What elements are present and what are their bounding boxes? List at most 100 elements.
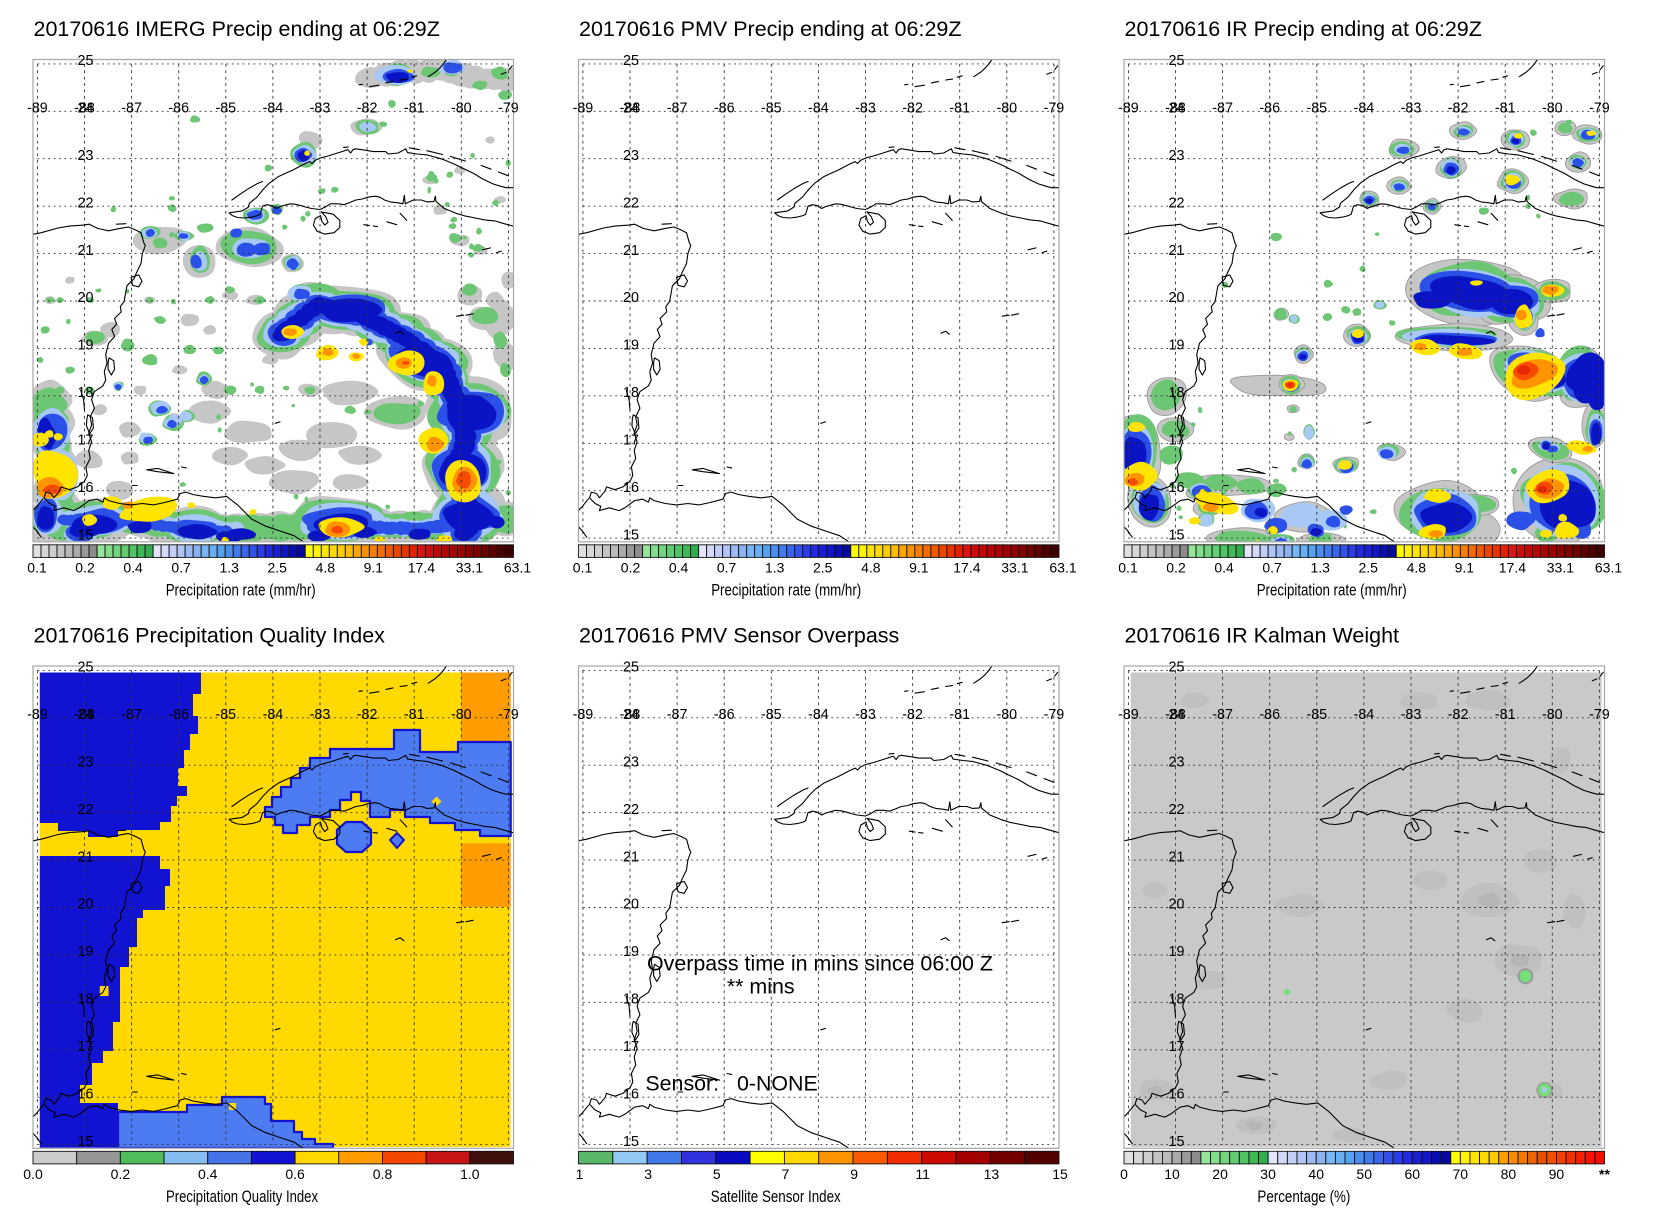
svg-text:9.1: 9.1 xyxy=(909,559,929,575)
svg-text:21: 21 xyxy=(78,243,94,259)
svg-text:25: 25 xyxy=(623,660,639,676)
svg-text:-86: -86 xyxy=(714,707,735,723)
svg-text:-84: -84 xyxy=(263,101,284,117)
svg-text:5: 5 xyxy=(713,1166,721,1182)
svg-text:-84: -84 xyxy=(1354,707,1375,723)
svg-text:0.4: 0.4 xyxy=(1214,559,1234,575)
svg-text:20: 20 xyxy=(1169,897,1185,913)
svg-text:4.8: 4.8 xyxy=(861,559,881,575)
svg-text:20170616 IMERG Precip ending a: 20170616 IMERG Precip ending at 06:29Z xyxy=(34,17,440,41)
svg-text:-83: -83 xyxy=(1401,707,1422,723)
svg-text:0.0: 0.0 xyxy=(23,1166,43,1182)
svg-text:18: 18 xyxy=(623,992,639,1008)
svg-text:1.3: 1.3 xyxy=(765,559,785,575)
svg-text:15: 15 xyxy=(1169,527,1185,543)
svg-text:0.4: 0.4 xyxy=(198,1166,218,1182)
svg-text:-83: -83 xyxy=(1401,101,1422,117)
svg-text:-81: -81 xyxy=(1495,101,1516,117)
svg-text:10: 10 xyxy=(1164,1166,1180,1182)
svg-text:-88: -88 xyxy=(1165,101,1186,117)
svg-text:50: 50 xyxy=(1356,1166,1372,1182)
svg-text:17.4: 17.4 xyxy=(953,559,980,575)
svg-text:-83: -83 xyxy=(310,101,331,117)
svg-text:-85: -85 xyxy=(215,707,236,723)
svg-text:13: 13 xyxy=(984,1166,1000,1182)
svg-text:-89: -89 xyxy=(27,707,48,723)
svg-text:23: 23 xyxy=(623,754,639,770)
svg-text:-86: -86 xyxy=(168,101,189,117)
svg-text:63.1: 63.1 xyxy=(1049,559,1076,575)
svg-text:22: 22 xyxy=(78,195,94,211)
svg-text:19: 19 xyxy=(623,338,639,354)
svg-text:-85: -85 xyxy=(761,707,782,723)
svg-text:33.1: 33.1 xyxy=(456,559,483,575)
svg-text:33.1: 33.1 xyxy=(1001,559,1028,575)
svg-text:-88: -88 xyxy=(620,101,641,117)
svg-text:23: 23 xyxy=(1169,148,1185,164)
svg-text:0.7: 0.7 xyxy=(717,559,737,575)
svg-text:-80: -80 xyxy=(451,101,472,117)
svg-text:19: 19 xyxy=(78,944,94,960)
svg-text:-83: -83 xyxy=(855,101,876,117)
svg-text:1.0: 1.0 xyxy=(460,1166,480,1182)
svg-text:20: 20 xyxy=(623,290,639,306)
svg-text:24: 24 xyxy=(1169,101,1185,117)
svg-text:0.8: 0.8 xyxy=(373,1166,393,1182)
svg-text:22: 22 xyxy=(1169,195,1185,211)
svg-text:0.2: 0.2 xyxy=(75,559,95,575)
svg-text:15: 15 xyxy=(623,527,639,543)
svg-text:18: 18 xyxy=(623,385,639,401)
svg-text:-87: -87 xyxy=(1212,707,1233,723)
svg-text:-84: -84 xyxy=(808,101,829,117)
svg-text:Precipitation rate (mm/hr): Precipitation rate (mm/hr) xyxy=(711,582,861,600)
svg-text:0.1: 0.1 xyxy=(1118,559,1138,575)
svg-text:15: 15 xyxy=(78,1134,94,1150)
svg-text:20: 20 xyxy=(1169,290,1185,306)
svg-text:2.5: 2.5 xyxy=(1358,559,1378,575)
svg-text:11: 11 xyxy=(915,1166,930,1182)
svg-text:20170616 IR Precip ending at 0: 20170616 IR Precip ending at 06:29Z xyxy=(1125,17,1482,41)
svg-text:-81: -81 xyxy=(1495,707,1516,723)
svg-text:-84: -84 xyxy=(808,707,829,723)
svg-text:0.1: 0.1 xyxy=(573,559,593,575)
svg-text:-85: -85 xyxy=(1306,707,1327,723)
svg-text:16: 16 xyxy=(1169,1086,1185,1102)
svg-text:15: 15 xyxy=(623,1134,639,1150)
svg-text:-88: -88 xyxy=(74,101,95,117)
svg-text:-82: -82 xyxy=(1448,101,1469,117)
svg-text:20170616 IR Kalman Weight: 20170616 IR Kalman Weight xyxy=(1125,624,1400,648)
svg-text:**: ** xyxy=(1599,1166,1610,1182)
svg-text:16: 16 xyxy=(78,480,94,496)
svg-text:-81: -81 xyxy=(949,707,970,723)
svg-text:25: 25 xyxy=(1169,53,1185,69)
svg-text:21: 21 xyxy=(623,243,639,259)
svg-text:Overpass time in mins since 06: Overpass time in mins since 06:00 Z xyxy=(647,952,993,976)
svg-text:-84: -84 xyxy=(263,707,284,723)
svg-text:20170616 PMV Sensor Overpass: 20170616 PMV Sensor Overpass xyxy=(579,624,899,648)
svg-text:-88: -88 xyxy=(620,707,641,723)
svg-text:0.4: 0.4 xyxy=(123,559,143,575)
svg-text:-82: -82 xyxy=(902,707,923,723)
svg-text:Precipitation rate (mm/hr): Precipitation rate (mm/hr) xyxy=(166,582,316,600)
svg-text:19: 19 xyxy=(78,338,94,354)
svg-text:21: 21 xyxy=(78,849,94,865)
svg-text:-86: -86 xyxy=(714,101,735,117)
svg-text:0.4: 0.4 xyxy=(669,559,689,575)
svg-text:-79: -79 xyxy=(1044,707,1065,723)
svg-text:15: 15 xyxy=(1169,1134,1185,1150)
svg-text:-82: -82 xyxy=(902,101,923,117)
svg-text:18: 18 xyxy=(1169,992,1185,1008)
svg-text:16: 16 xyxy=(1169,480,1185,496)
svg-text:-79: -79 xyxy=(1044,101,1065,117)
svg-text:0.6: 0.6 xyxy=(285,1166,305,1182)
svg-text:Satellite Sensor Index: Satellite Sensor Index xyxy=(711,1188,841,1206)
svg-text:60: 60 xyxy=(1405,1166,1421,1182)
svg-text:19: 19 xyxy=(1169,338,1185,354)
svg-text:20: 20 xyxy=(1212,1166,1228,1182)
svg-text:24: 24 xyxy=(623,101,639,117)
svg-text:17.4: 17.4 xyxy=(408,559,435,575)
svg-text:Percentage (%): Percentage (%) xyxy=(1257,1188,1350,1206)
svg-text:0.2: 0.2 xyxy=(111,1166,131,1182)
svg-text:24: 24 xyxy=(623,707,639,723)
svg-text:24: 24 xyxy=(1169,707,1185,723)
